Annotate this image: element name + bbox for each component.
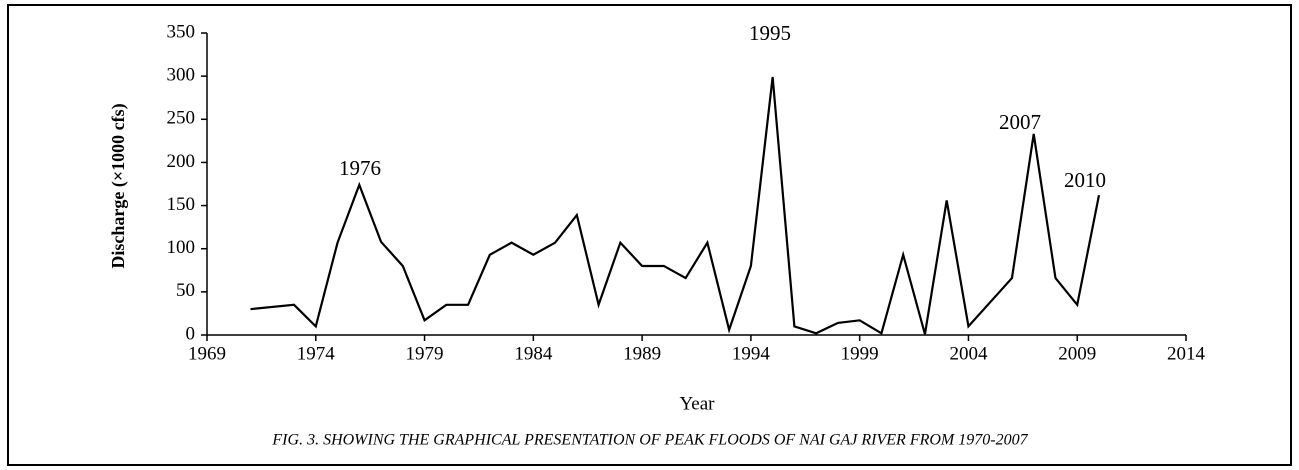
x-tick-label: 1994 [732,343,771,364]
x-tick-label: 1989 [623,343,661,364]
y-tick-label: 50 [176,280,195,301]
annotation: 2007 [999,110,1041,134]
x-tick-label: 1974 [297,343,336,364]
x-tick-label: 1979 [406,343,444,364]
x-tick-label: 2009 [1058,343,1096,364]
x-tick-label: 1969 [188,343,226,364]
y-tick-label: 250 [167,108,196,129]
line [250,76,1101,335]
x-tick-label: 1984 [514,343,553,364]
y-tick-label: 150 [167,194,196,215]
y-tick-label: 100 [167,237,196,258]
annotation: 2010 [1064,168,1106,192]
annotation: 1995 [749,21,791,45]
annotation: 1976 [339,156,381,180]
y-axis-label: Discharge (×1000 cfs) [108,103,129,268]
frame [7,4,1292,466]
y-tick-label: 200 [167,151,196,172]
x-tick-label: 2014 [1167,343,1206,364]
x-tick-label: 1999 [841,343,879,364]
y-tick-label: 300 [167,65,196,86]
x-tick-label: 2004 [949,343,988,364]
caption: FIG. 3. SHOWING THE GRAPHICAL PRESENTATI… [271,432,1028,449]
y-tick-label: 350 [167,21,196,42]
y-tick-label: 0 [186,323,196,344]
x-axis-label: Year [679,393,715,414]
